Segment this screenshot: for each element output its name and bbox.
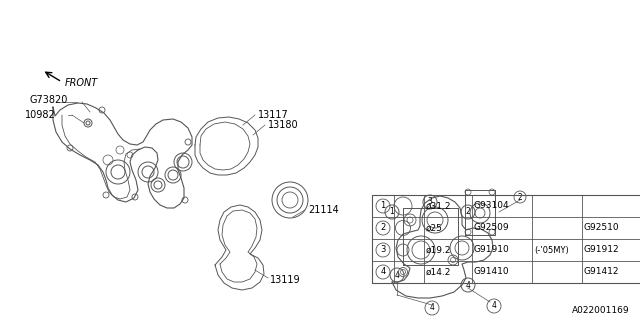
Text: G91412: G91412 <box>584 268 620 276</box>
Text: 4: 4 <box>492 301 497 310</box>
Bar <box>372 195 640 283</box>
Text: 13117: 13117 <box>258 110 289 120</box>
Text: G92509: G92509 <box>474 223 509 233</box>
Text: 4: 4 <box>380 268 386 276</box>
Text: FRONT: FRONT <box>65 78 99 88</box>
Text: 10982: 10982 <box>25 110 56 120</box>
Text: 13119: 13119 <box>270 275 301 285</box>
Text: ø14.2: ø14.2 <box>426 268 451 276</box>
Text: (-’05MY): (-’05MY) <box>534 245 569 254</box>
Text: G73820: G73820 <box>30 95 68 105</box>
Text: 4: 4 <box>465 281 470 290</box>
Text: ø25: ø25 <box>426 223 443 233</box>
Text: G92510: G92510 <box>584 223 620 233</box>
Text: 2: 2 <box>466 207 470 217</box>
Text: ø19.2: ø19.2 <box>426 245 451 254</box>
Text: G93104: G93104 <box>474 202 509 211</box>
Text: 2: 2 <box>518 193 522 202</box>
Text: 21114: 21114 <box>308 205 339 215</box>
Text: A022001169: A022001169 <box>572 306 630 315</box>
Text: 4: 4 <box>429 303 435 313</box>
Text: G91410: G91410 <box>474 268 509 276</box>
Text: 3: 3 <box>380 245 386 254</box>
Text: 2: 2 <box>380 223 386 233</box>
Text: G91912: G91912 <box>584 245 620 254</box>
Text: 1: 1 <box>390 207 394 217</box>
Text: 1: 1 <box>380 202 386 211</box>
Text: ø31.2: ø31.2 <box>426 202 451 211</box>
Text: 3: 3 <box>428 197 433 206</box>
Text: 13180: 13180 <box>268 120 299 130</box>
Text: G91910: G91910 <box>474 245 509 254</box>
Text: 4: 4 <box>395 270 399 279</box>
